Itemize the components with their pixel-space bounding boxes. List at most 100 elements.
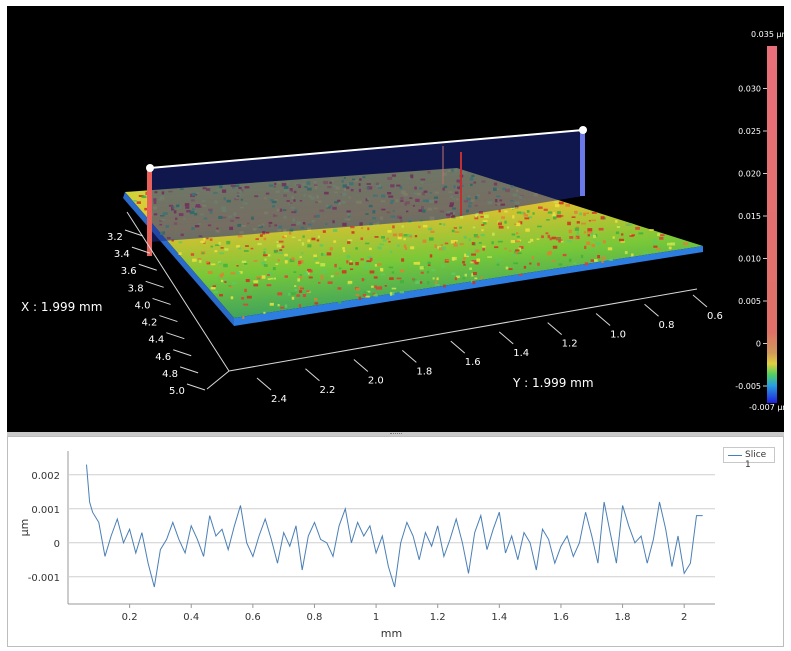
surface-speck xyxy=(657,233,661,236)
surface-speck xyxy=(593,234,597,238)
surface-speck xyxy=(586,212,589,215)
surface-speck xyxy=(602,240,606,244)
splitter-grip-icon[interactable] xyxy=(390,433,402,436)
surface-speck xyxy=(374,294,378,297)
surface-speck xyxy=(342,247,345,250)
surface-speck xyxy=(253,260,258,262)
surface-speck xyxy=(482,245,486,248)
surface-speck xyxy=(277,292,283,296)
surface-speck xyxy=(213,290,219,294)
colorbar-tick-label: 0.010 xyxy=(738,255,761,264)
surface-speck xyxy=(575,237,578,239)
surface-speck xyxy=(246,295,252,299)
surface-speck xyxy=(590,259,595,262)
surface-speck xyxy=(360,258,364,261)
surface-speck xyxy=(670,242,676,246)
surface-3d-view[interactable]: 3.2 3.4 3.6 3.8 4.0 4.2 4.4 4.6 4.8 5.0 2.4 2.2 2.0 1… xyxy=(7,6,784,432)
surface-speck xyxy=(374,236,379,238)
surface-speck xyxy=(263,254,268,257)
chart-legend[interactable]: Slice 1 xyxy=(723,447,775,470)
surface-speck xyxy=(523,212,526,215)
surface-speck xyxy=(365,295,370,298)
surface-speck xyxy=(531,256,534,260)
left-axis-tick xyxy=(159,315,178,323)
surface-speck xyxy=(241,297,245,300)
surface-speck xyxy=(524,217,530,220)
surface-speck xyxy=(515,206,518,209)
surface-speck xyxy=(322,254,327,257)
surface-speck xyxy=(384,285,387,287)
surface-speck xyxy=(466,252,471,256)
surface-speck xyxy=(518,273,523,276)
bottom-axis-tick xyxy=(644,303,659,317)
surface-speck xyxy=(591,211,597,214)
surface-speck xyxy=(314,257,318,261)
surface-speck xyxy=(308,269,313,273)
bottom-axis-tick xyxy=(498,331,514,345)
surface-speck xyxy=(215,244,220,247)
surface-speck xyxy=(206,237,209,240)
x-position-readout: X : 1.999 mm xyxy=(21,300,103,314)
surface-speck xyxy=(607,247,613,251)
surface-speck xyxy=(620,241,625,243)
surface-speck xyxy=(463,263,466,266)
left-axis-tick xyxy=(186,383,206,391)
left-axis-tick xyxy=(152,297,171,305)
surface-speck xyxy=(133,200,137,202)
surface-speck xyxy=(574,210,578,214)
surface-speck xyxy=(594,259,598,262)
surface-speck xyxy=(518,220,521,224)
surface-speck xyxy=(232,281,236,285)
surface-speck xyxy=(569,236,574,239)
surface-speck xyxy=(291,296,295,300)
surface-speck xyxy=(463,235,467,239)
surface-speck xyxy=(432,277,435,280)
colorbar-min-label: -0.007 µm xyxy=(749,403,784,412)
surface-speck xyxy=(266,254,271,257)
panel-splitter[interactable] xyxy=(7,432,784,436)
surface-speck xyxy=(302,294,307,298)
surface-speck xyxy=(388,266,394,269)
left-axis-tick-label: 4.0 xyxy=(135,300,151,311)
left-axis-tick-label: 4.6 xyxy=(155,352,171,363)
left-axis-tick-label: 3.6 xyxy=(121,266,137,277)
left-axis-tick-label: 4.2 xyxy=(141,318,157,329)
surface-speck xyxy=(436,277,439,281)
surface-speck xyxy=(459,226,462,229)
surface-speck xyxy=(299,290,303,293)
surface-speck xyxy=(496,259,501,262)
surface-3d-render[interactable]: 3.2 3.4 3.6 3.8 4.0 4.2 4.4 4.6 4.8 5.0 2.4 2.2 2.0 1… xyxy=(7,6,784,432)
surface-speck xyxy=(380,273,386,276)
surface-speck xyxy=(291,257,295,261)
surface-speck xyxy=(475,249,480,253)
surface-speck xyxy=(219,274,223,278)
surface-speck xyxy=(365,262,370,265)
surface-speck xyxy=(553,216,557,220)
surface-speck xyxy=(504,220,507,224)
surface-speck xyxy=(566,240,572,243)
surface-speck xyxy=(322,230,326,233)
surface-speck xyxy=(277,304,280,307)
surface-speck xyxy=(668,246,672,250)
surface-speck xyxy=(266,284,272,287)
surface-speck xyxy=(366,290,371,293)
surface-speck xyxy=(603,217,606,220)
surface-speck xyxy=(281,245,285,249)
surface-speck xyxy=(558,263,563,266)
surface-speck xyxy=(609,258,613,262)
bottom-axis-tick-label: 1.8 xyxy=(416,366,432,377)
surface-speck xyxy=(355,262,359,266)
surface-speck xyxy=(419,266,424,270)
y-tick-label: 0.002 xyxy=(31,471,60,482)
surface-speck xyxy=(621,233,624,236)
surface-speck xyxy=(341,270,347,274)
surface-speck xyxy=(330,275,334,278)
surface-speck xyxy=(362,293,367,297)
surface-speck xyxy=(587,231,593,234)
surface-speck xyxy=(317,235,320,238)
bottom-axis-tick-label: 1.6 xyxy=(465,357,481,368)
surface-speck xyxy=(429,254,433,258)
surface-speck xyxy=(476,235,480,239)
surface-speck xyxy=(504,210,508,213)
surface-speck xyxy=(144,207,148,211)
